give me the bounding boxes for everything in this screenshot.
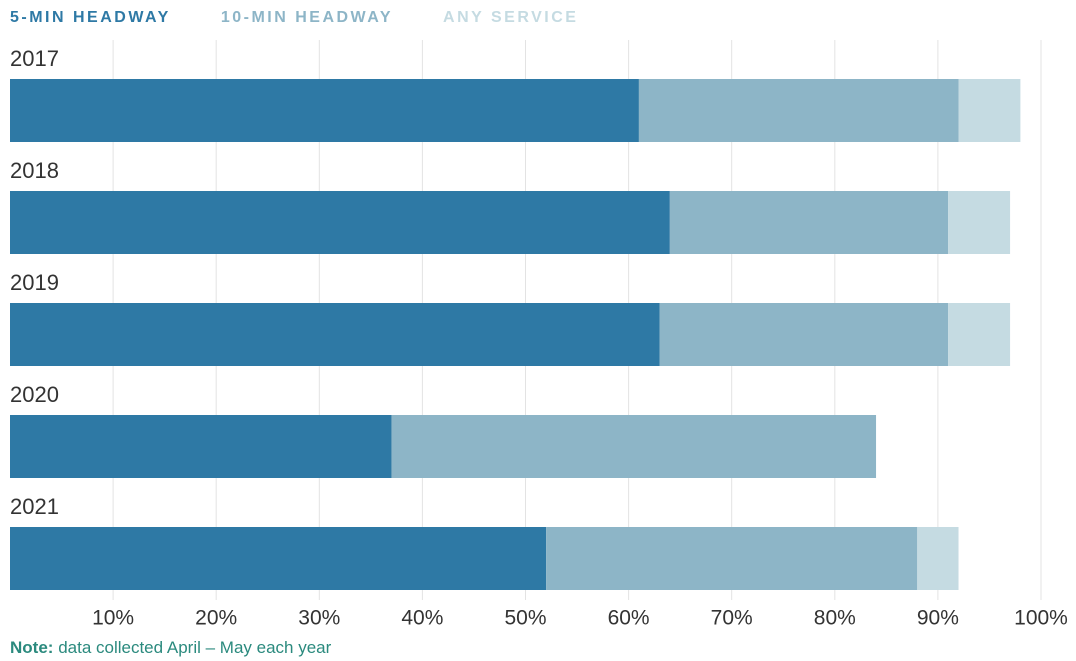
x-tick-label: 100% <box>1014 607 1068 630</box>
x-tick-label: 20% <box>195 607 237 630</box>
bar-segment <box>10 527 547 590</box>
category-label: 2021 <box>10 494 59 519</box>
bar-segment <box>917 527 959 590</box>
x-tick-label: 60% <box>608 607 650 630</box>
bar-segment <box>948 303 1011 366</box>
category-label: 2017 <box>10 46 59 71</box>
bar-segment <box>669 191 949 254</box>
bar-segment <box>10 415 392 478</box>
bar-segment <box>10 191 670 254</box>
x-tick-label: 70% <box>711 607 753 630</box>
bar-segment <box>391 415 877 478</box>
legend-label: 5-MIN HEADWAY <box>10 9 171 26</box>
bar-segment <box>948 191 1011 254</box>
bar-segment <box>10 303 660 366</box>
bar-segment <box>659 303 949 366</box>
note-label: Note: <box>10 638 53 657</box>
x-tick-label: 10% <box>92 607 134 630</box>
x-tick-label: 30% <box>298 607 340 630</box>
legend-label: 10-MIN HEADWAY <box>221 9 393 26</box>
category-label: 2020 <box>10 382 59 407</box>
x-tick-label: 90% <box>917 607 959 630</box>
bar-segment <box>638 79 959 142</box>
category-label: 2018 <box>10 158 59 183</box>
x-tick-label: 40% <box>401 607 443 630</box>
note: Note: data collected April – May each ye… <box>10 638 332 657</box>
note-text: data collected April – May each year <box>58 638 331 657</box>
bar-segment <box>10 79 639 142</box>
legend-label: ANY SERVICE <box>443 9 578 26</box>
bar-segment <box>546 527 918 590</box>
category-label: 2019 <box>10 270 59 295</box>
x-tick-label: 80% <box>814 607 856 630</box>
bar-segment <box>958 79 1021 142</box>
x-tick-label: 50% <box>504 607 546 630</box>
